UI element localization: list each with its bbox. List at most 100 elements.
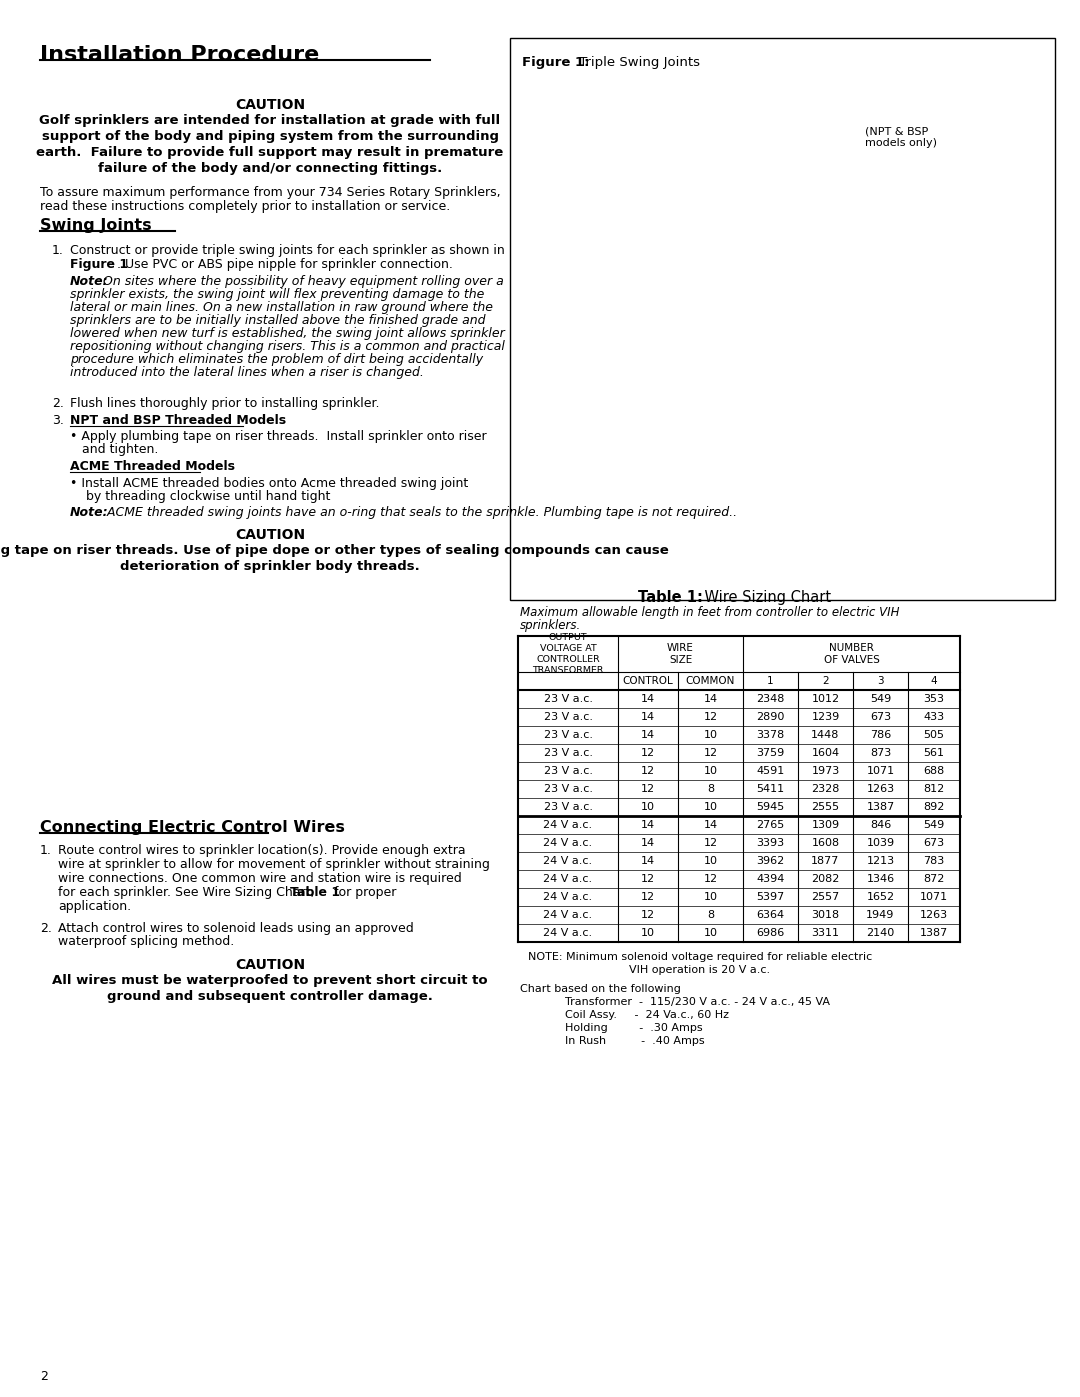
Text: 786: 786 bbox=[869, 731, 891, 740]
Text: 12: 12 bbox=[640, 893, 656, 902]
Text: 549: 549 bbox=[923, 820, 945, 830]
Text: for proper: for proper bbox=[330, 886, 396, 900]
Text: 6364: 6364 bbox=[756, 909, 784, 921]
Text: sprinkler exists, the swing joint will flex preventing damage to the: sprinkler exists, the swing joint will f… bbox=[70, 288, 484, 300]
Bar bbox=[518, 636, 960, 942]
Text: 23 V a.c.: 23 V a.c. bbox=[543, 784, 593, 793]
Bar bbox=[677, 636, 679, 672]
Text: 1.: 1. bbox=[40, 844, 52, 856]
Text: 24 V a.c.: 24 V a.c. bbox=[543, 909, 593, 921]
Text: 1.: 1. bbox=[52, 244, 64, 257]
Text: 12: 12 bbox=[640, 875, 656, 884]
Text: 1448: 1448 bbox=[811, 731, 839, 740]
Text: 14: 14 bbox=[640, 820, 656, 830]
Text: 24 V a.c.: 24 V a.c. bbox=[543, 856, 593, 866]
Text: 10: 10 bbox=[703, 802, 717, 812]
Bar bbox=[907, 636, 909, 672]
Text: Note:: Note: bbox=[70, 506, 109, 520]
Text: 1604: 1604 bbox=[811, 747, 839, 759]
Text: 1652: 1652 bbox=[866, 893, 894, 902]
Text: 14: 14 bbox=[640, 694, 656, 704]
Text: 23 V a.c.: 23 V a.c. bbox=[543, 802, 593, 812]
Text: 2: 2 bbox=[822, 676, 828, 686]
Text: 10: 10 bbox=[642, 802, 654, 812]
Text: To assure maximum performance from your 734 Series Rotary Sprinklers,: To assure maximum performance from your … bbox=[40, 186, 501, 198]
Text: 1039: 1039 bbox=[866, 838, 894, 848]
Text: CAUTION: CAUTION bbox=[235, 98, 305, 112]
Text: 1263: 1263 bbox=[920, 909, 948, 921]
Text: lowered when new turf is established, the swing joint allows sprinkler: lowered when new turf is established, th… bbox=[70, 327, 504, 339]
Text: Attach control wires to solenoid leads using an approved: Attach control wires to solenoid leads u… bbox=[58, 922, 414, 935]
Text: 14: 14 bbox=[640, 712, 656, 722]
Text: 8: 8 bbox=[707, 784, 714, 793]
Text: 4: 4 bbox=[931, 676, 937, 686]
Text: 2082: 2082 bbox=[811, 875, 839, 884]
Text: 783: 783 bbox=[923, 856, 945, 866]
Text: 14: 14 bbox=[640, 731, 656, 740]
Text: failure of the body and/or connecting fittings.: failure of the body and/or connecting fi… bbox=[98, 162, 442, 175]
Text: 353: 353 bbox=[923, 694, 945, 704]
Text: Use only plumbing tape on riser threads. Use of pipe dope or other types of seal: Use only plumbing tape on riser threads.… bbox=[0, 543, 669, 557]
Text: 5945: 5945 bbox=[756, 802, 785, 812]
Text: 688: 688 bbox=[923, 766, 945, 775]
Text: Note:: Note: bbox=[70, 275, 109, 288]
Text: support of the body and piping system from the surrounding: support of the body and piping system fr… bbox=[41, 130, 499, 142]
Text: 3393: 3393 bbox=[756, 838, 784, 848]
Text: COMMON: COMMON bbox=[686, 676, 735, 686]
Text: repositioning without changing risers. This is a common and practical: repositioning without changing risers. T… bbox=[70, 339, 504, 353]
Text: wire connections. One common wire and station wire is required: wire connections. One common wire and st… bbox=[58, 872, 462, 886]
Text: sprinklers.: sprinklers. bbox=[519, 619, 581, 631]
Text: 2328: 2328 bbox=[811, 784, 839, 793]
Bar bbox=[852, 636, 854, 672]
Text: 12: 12 bbox=[640, 766, 656, 775]
Text: 4394: 4394 bbox=[756, 875, 785, 884]
Text: ACME Threaded Models: ACME Threaded Models bbox=[70, 460, 235, 474]
Text: procedure which eliminates the problem of dirt being accidentally: procedure which eliminates the problem o… bbox=[70, 353, 483, 366]
Text: ground and subsequent controller damage.: ground and subsequent controller damage. bbox=[107, 990, 433, 1003]
Text: 8: 8 bbox=[707, 909, 714, 921]
Text: 5411: 5411 bbox=[756, 784, 784, 793]
Text: 846: 846 bbox=[869, 820, 891, 830]
Text: 24 V a.c.: 24 V a.c. bbox=[543, 928, 593, 937]
Text: 1877: 1877 bbox=[811, 856, 839, 866]
Text: 23 V a.c.: 23 V a.c. bbox=[543, 731, 593, 740]
Text: (NPT & BSP
models only): (NPT & BSP models only) bbox=[865, 126, 937, 148]
Text: 3018: 3018 bbox=[811, 909, 839, 921]
Text: VIH operation is 20 V a.c.: VIH operation is 20 V a.c. bbox=[630, 965, 770, 975]
Text: Triple Swing Joints: Triple Swing Joints bbox=[575, 56, 700, 68]
Text: Figure 1:: Figure 1: bbox=[522, 56, 590, 68]
Text: 2765: 2765 bbox=[756, 820, 785, 830]
Text: 10: 10 bbox=[642, 928, 654, 937]
Text: 24 V a.c.: 24 V a.c. bbox=[543, 875, 593, 884]
Text: Coil Assy.     -  24 Va.c., 60 Hz: Coil Assy. - 24 Va.c., 60 Hz bbox=[565, 1010, 729, 1020]
Text: Figure 1: Figure 1 bbox=[70, 258, 129, 271]
Text: 14: 14 bbox=[640, 838, 656, 848]
Text: 872: 872 bbox=[923, 875, 945, 884]
Text: 12: 12 bbox=[640, 909, 656, 921]
Text: 4591: 4591 bbox=[756, 766, 785, 775]
Text: 2140: 2140 bbox=[866, 928, 894, 937]
Bar bbox=[510, 38, 1055, 599]
Text: Connecting Electric Control Wires: Connecting Electric Control Wires bbox=[40, 820, 345, 835]
Text: 12: 12 bbox=[640, 784, 656, 793]
Text: Holding         -  .30 Amps: Holding - .30 Amps bbox=[565, 1023, 703, 1032]
Text: 12: 12 bbox=[703, 747, 717, 759]
Text: Route control wires to sprinkler location(s). Provide enough extra: Route control wires to sprinkler locatio… bbox=[58, 844, 465, 856]
Text: 1387: 1387 bbox=[866, 802, 894, 812]
Text: 2: 2 bbox=[40, 1370, 48, 1383]
Text: Flush lines thoroughly prior to installing sprinkler.: Flush lines thoroughly prior to installi… bbox=[70, 397, 379, 409]
Text: WIRE
SIZE: WIRE SIZE bbox=[667, 643, 694, 665]
Text: 1071: 1071 bbox=[866, 766, 894, 775]
Text: application.: application. bbox=[58, 900, 131, 914]
Text: 1071: 1071 bbox=[920, 893, 948, 902]
Text: sprinklers are to be initially installed above the finished grade and: sprinklers are to be initially installed… bbox=[70, 314, 486, 327]
Text: 12: 12 bbox=[640, 747, 656, 759]
Text: Installation Procedure: Installation Procedure bbox=[40, 45, 320, 66]
Text: 14: 14 bbox=[703, 820, 717, 830]
Text: . Use PVC or ABS pipe nipple for sprinkler connection.: . Use PVC or ABS pipe nipple for sprinkl… bbox=[117, 258, 453, 271]
Text: 23 V a.c.: 23 V a.c. bbox=[543, 712, 593, 722]
Text: 10: 10 bbox=[703, 928, 717, 937]
Text: CAUTION: CAUTION bbox=[235, 528, 305, 542]
Text: 1309: 1309 bbox=[811, 820, 839, 830]
Text: wire at sprinkler to allow for movement of sprinkler without straining: wire at sprinkler to allow for movement … bbox=[58, 858, 490, 870]
